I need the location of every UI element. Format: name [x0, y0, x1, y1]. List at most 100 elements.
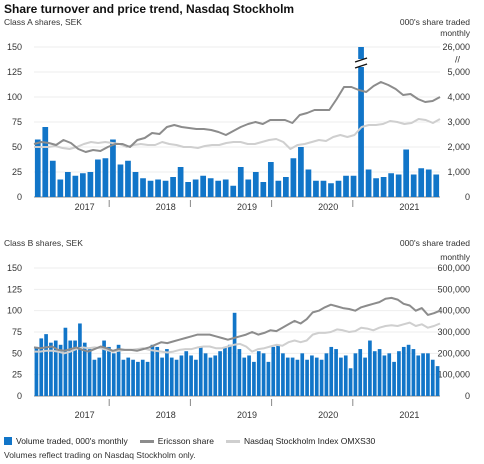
legend-omx-label: Nasdaq Stockholm Index OMXS30	[243, 436, 376, 446]
class-b-volume-bar	[174, 359, 179, 396]
class-b-volume-bar	[343, 355, 348, 396]
legend-ericsson: Ericsson share	[139, 436, 214, 446]
class-b-volume-bar	[39, 338, 44, 396]
class-a-volume-bar	[102, 158, 109, 197]
class-a-volume-bar	[433, 174, 440, 197]
class-b-volume-bar	[256, 351, 261, 396]
class-a-volume-bar	[410, 174, 417, 197]
class-a-break-mark	[354, 57, 368, 63]
class-a-volume-bar	[117, 164, 124, 197]
class-b-year-label: 2017	[75, 410, 95, 420]
class-a-axis-break-label: //	[455, 55, 461, 65]
class-b-year-label: 2020	[318, 410, 338, 420]
class-a-left-tick: 25	[12, 167, 22, 177]
class-b-volume-bar	[411, 349, 416, 396]
class-b-volume-bar	[58, 344, 63, 396]
class-b-volume-bar	[339, 357, 343, 396]
class-a-volume-bar	[245, 179, 252, 197]
class-a-volume-bar	[42, 127, 49, 197]
class-a-volume-bar	[230, 185, 237, 197]
class-b-volume-bar	[416, 355, 421, 396]
class-a-volume-bar	[57, 179, 64, 197]
class-a-volume-bar	[358, 47, 364, 197]
class-b-volume-bar	[140, 359, 145, 396]
class-a-volume-bar	[170, 177, 176, 197]
class-a-volume-bar	[49, 160, 56, 197]
class-b-volume-bar	[198, 346, 203, 396]
legend-volume: Volume traded, 000's monthly	[4, 436, 128, 446]
class-b-volume-bar	[82, 342, 87, 396]
class-b-volume-bar	[430, 359, 435, 396]
class-a-volume-bar	[200, 175, 207, 197]
class-b-volume-bar	[266, 361, 271, 396]
class-a-volume-bar	[373, 178, 379, 197]
class-a-volume-bar	[328, 183, 334, 197]
class-a-chart: 0 25 50 75 100 125 150 0 1,000 2,000 3,000 4,000 5,0…	[7, 42, 470, 212]
class-a-subtitle: Class A shares, SEK	[4, 17, 82, 27]
class-b-volume-bar	[165, 349, 169, 396]
class-b-left-tick: 25	[12, 370, 22, 380]
class-b-volume-bar	[53, 340, 58, 396]
class-b-volume-bar	[131, 359, 135, 396]
legend-ericsson-swatch	[139, 439, 154, 443]
class-b-volume-bar	[203, 353, 208, 396]
class-b-right-tick: 100,000	[437, 370, 470, 380]
class-a-right-tick: 26,000	[442, 42, 470, 52]
class-a-right-tick: 4,000	[447, 92, 470, 102]
class-a-volume-bar	[72, 175, 79, 197]
class-b-volume-bar	[358, 349, 363, 396]
class-a-volume-bar	[425, 169, 432, 197]
class-a-volume-bar	[320, 180, 327, 197]
class-b-left-tick: 100	[7, 306, 22, 316]
class-a-volume-bar	[365, 169, 372, 197]
class-b-left-tick: 125	[7, 284, 22, 294]
class-b-volume-bar	[310, 355, 314, 396]
class-a-volume-bar	[125, 160, 131, 197]
class-b-volume-bar	[368, 340, 372, 396]
class-a-left-tick: 0	[17, 192, 22, 202]
class-a-volume-bar	[290, 158, 297, 197]
class-a-ericsson-line	[33, 81, 441, 153]
class-b-right-tick: 500,000	[437, 284, 470, 294]
class-b-volume-bar	[242, 357, 247, 396]
class-a-volume-bar	[155, 179, 161, 197]
class-b-volume-bar	[300, 353, 305, 396]
class-b-volume-bar	[372, 351, 377, 396]
class-b-volume-bar	[145, 361, 150, 396]
class-b-volume-bar	[435, 366, 440, 396]
class-a-right-tick: 2,000	[447, 142, 470, 152]
class-a-volume-bar	[298, 147, 304, 197]
class-b-volume-bar	[179, 355, 184, 396]
class-b-omx-line	[34, 321, 441, 355]
class-b-volume-bar	[232, 312, 237, 396]
class-b-left-tick: 75	[12, 327, 22, 337]
class-b-volume-bar	[184, 351, 189, 396]
class-b-right-axis-label-1: 000's share traded	[399, 238, 470, 248]
class-b-volume-bar	[107, 346, 111, 396]
class-a-year-label: 2019	[237, 202, 257, 212]
class-b-volume-bar	[305, 359, 309, 396]
class-a-volume-bar	[388, 173, 394, 197]
class-b-volume-bar	[329, 346, 334, 396]
class-b-volume-bar	[324, 353, 329, 396]
class-a-volume-bar	[313, 180, 319, 197]
class-b-volume-bar	[290, 357, 295, 396]
legend: Volume traded, 000's monthly Ericsson sh…	[4, 436, 387, 446]
class-a-left-tick: 150	[7, 42, 22, 52]
class-a-volume-bar	[418, 168, 425, 197]
class-a-volume-bar	[192, 179, 199, 197]
class-b-volume-bar	[382, 355, 387, 396]
class-b-volume-bar	[348, 368, 353, 396]
class-a-volume-bar	[403, 149, 410, 197]
class-b-volume-bar	[49, 342, 53, 396]
class-b-volume-bar	[261, 353, 266, 396]
class-b-volume-bar	[63, 327, 68, 396]
class-b-subtitle: Class B shares, SEK	[4, 238, 83, 248]
class-a-volume-bar	[34, 139, 41, 197]
class-b-volume-bar	[73, 340, 77, 396]
class-a-volume-bar	[110, 139, 116, 197]
class-a-volume-bar	[132, 172, 139, 197]
class-a-volume-bar	[80, 173, 86, 197]
class-b-volume-bar	[252, 361, 256, 396]
